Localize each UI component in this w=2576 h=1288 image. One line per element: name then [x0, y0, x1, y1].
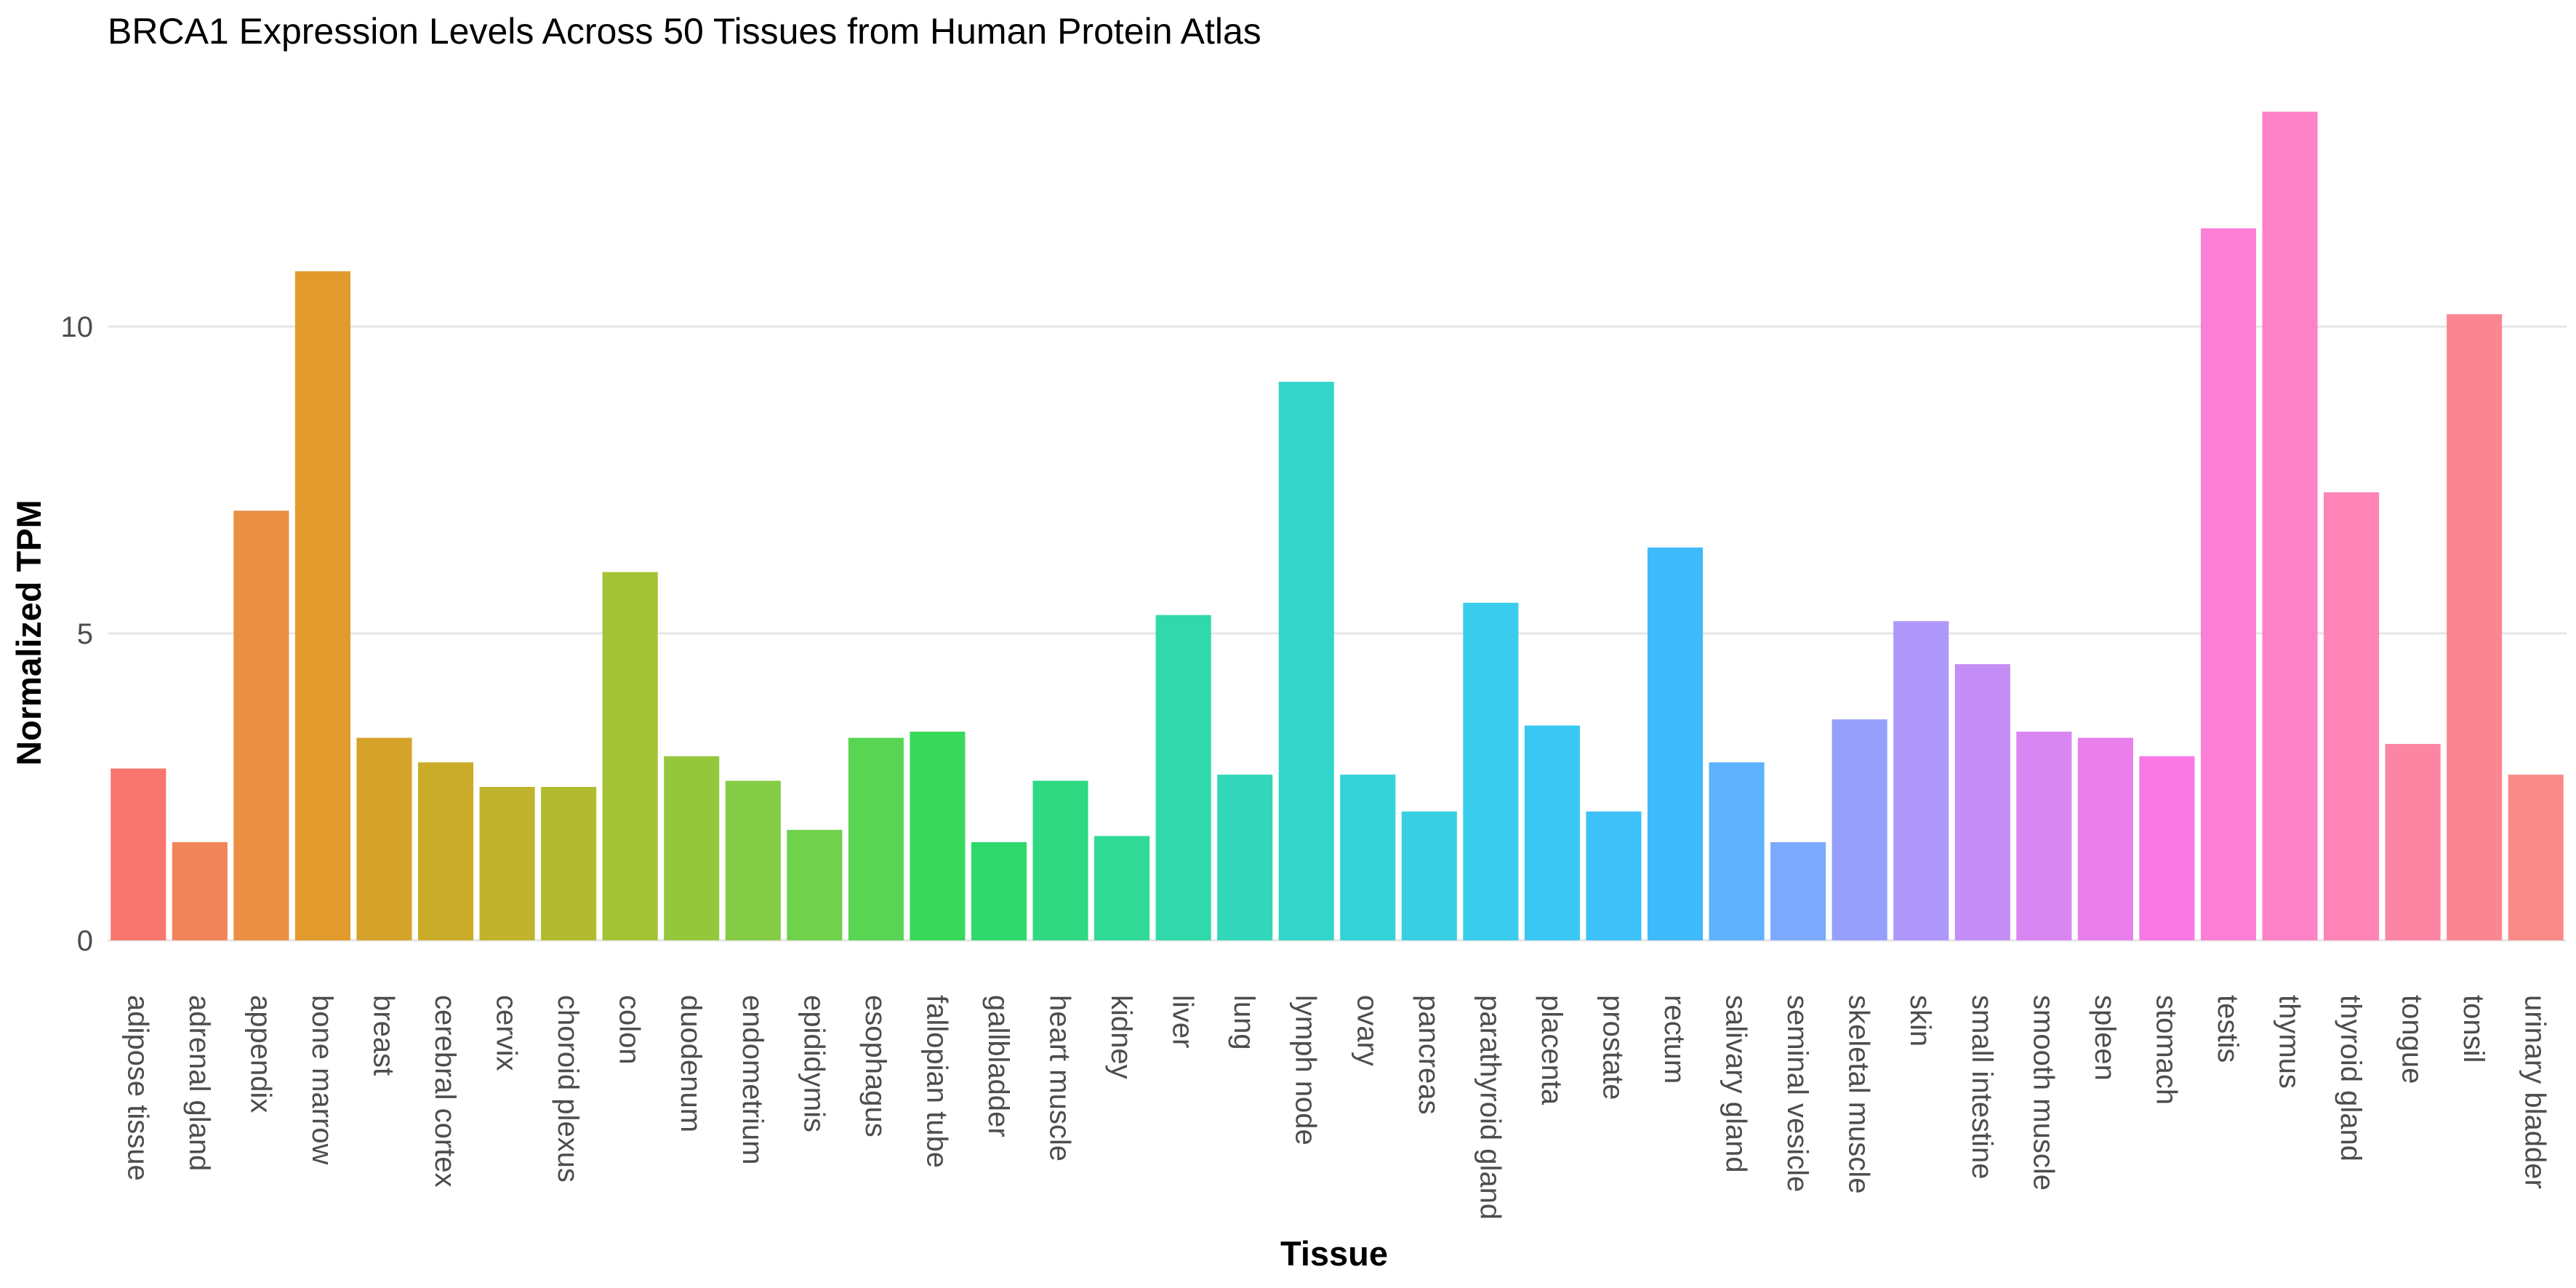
x-tick-label: adrenal gland: [183, 995, 215, 1171]
x-tick-label: breast: [367, 995, 399, 1076]
bar: [1217, 775, 1273, 940]
x-tick-label: small intestine: [1966, 995, 1998, 1179]
x-tick-label: parathyroid gland: [1474, 995, 1506, 1220]
y-tick-label: 10: [61, 311, 94, 343]
x-axis-title: Tissue: [1280, 1234, 1388, 1273]
bar: [725, 780, 781, 940]
x-tick-label: bone marrow: [306, 995, 338, 1165]
bar: [1647, 547, 1704, 940]
bar: [172, 841, 228, 940]
bar: [111, 768, 166, 940]
bar: [417, 762, 474, 940]
x-tick-label: spleen: [2089, 995, 2121, 1081]
bar: [910, 732, 966, 940]
bar: [2447, 314, 2503, 940]
x-tick-label: stomach: [2150, 995, 2182, 1105]
bar: [2324, 492, 2380, 940]
bar: [2077, 737, 2133, 940]
bar: [1709, 762, 1765, 940]
y-axis-ticks: 0 5 10: [61, 311, 94, 957]
x-tick-label: heart muscle: [1044, 995, 1076, 1161]
x-tick-label: pancreas: [1413, 995, 1445, 1115]
bar: [1094, 836, 1150, 940]
bar: [2262, 111, 2318, 941]
x-tick-label: endometrium: [737, 995, 769, 1164]
bar: [787, 830, 843, 940]
x-tick-label: lung: [1228, 995, 1260, 1050]
x-tick-label: skin: [1904, 995, 1936, 1047]
bar: [1340, 775, 1396, 940]
x-tick-label: esophagus: [859, 995, 891, 1137]
bar: [479, 787, 535, 940]
bar: [541, 787, 597, 940]
x-tick-label: appendix: [244, 995, 276, 1113]
bar: [1586, 811, 1642, 940]
x-tick-label: rectum: [1658, 995, 1690, 1084]
x-axis-tick-labels: adipose tissue adrenal gland appendix bone …: [121, 995, 2551, 1220]
bar: [2200, 228, 2257, 941]
x-tick-label: gallbladder: [982, 995, 1014, 1137]
bar: [1831, 719, 1887, 940]
bar: [1278, 381, 1334, 940]
x-tick-label: tongue: [2396, 995, 2428, 1084]
bar: [1463, 602, 1519, 940]
x-tick-label: testis: [2212, 995, 2244, 1063]
bar: [602, 572, 658, 940]
x-tick-label: placenta: [1536, 995, 1568, 1105]
bar: [1032, 780, 1088, 940]
bar: [1893, 621, 1949, 940]
x-tick-label: lymph node: [1290, 995, 1322, 1145]
y-axis-title: Normalized TPM: [9, 500, 48, 766]
bar: [294, 271, 350, 940]
x-tick-label: prostate: [1597, 995, 1629, 1100]
bar: [848, 737, 904, 940]
bar: [233, 511, 289, 940]
bar: [1524, 725, 1580, 940]
gridlines: [108, 325, 2567, 942]
x-tick-label: thymus: [2274, 995, 2306, 1089]
x-tick-label: kidney: [1105, 995, 1137, 1079]
x-tick-label: cervix: [491, 995, 523, 1071]
y-tick-label: 0: [77, 925, 93, 957]
x-tick-label: adipose tissue: [121, 995, 153, 1181]
bar: [664, 756, 720, 940]
bar: [1954, 664, 2010, 940]
x-tick-label: liver: [1167, 995, 1199, 1048]
bars: [111, 111, 2564, 941]
x-tick-label: salivary gland: [1720, 995, 1752, 1173]
x-tick-label: epididymis: [798, 995, 830, 1132]
bar: [971, 841, 1027, 940]
x-tick-label: colon: [614, 995, 646, 1065]
x-tick-label: thyroid gland: [2335, 995, 2367, 1161]
x-tick-label: tonsil: [2457, 995, 2489, 1063]
x-tick-label: fallopian tube: [920, 995, 952, 1168]
bar: [2016, 732, 2072, 940]
x-tick-label: smooth muscle: [2027, 995, 2059, 1191]
x-tick-label: ovary: [1351, 995, 1383, 1066]
bar: [1401, 811, 1457, 940]
x-tick-label: choroid plexus: [552, 995, 584, 1183]
bar: [2385, 743, 2441, 940]
x-tick-label: cerebral cortex: [429, 995, 461, 1188]
bar: [1155, 615, 1211, 940]
x-tick-label: duodenum: [675, 995, 707, 1132]
x-tick-label: urinary bladder: [2519, 995, 2551, 1189]
bar: [1770, 841, 1826, 940]
bar: [2139, 756, 2195, 940]
y-tick-label: 5: [77, 618, 93, 650]
bar: [356, 737, 412, 940]
bar: [2508, 775, 2564, 940]
x-tick-label: skeletal muscle: [1843, 995, 1875, 1193]
x-tick-label: seminal vesicle: [1781, 995, 1813, 1192]
chart-title: BRCA1 Expression Levels Across 50 Tissue…: [108, 11, 1261, 52]
